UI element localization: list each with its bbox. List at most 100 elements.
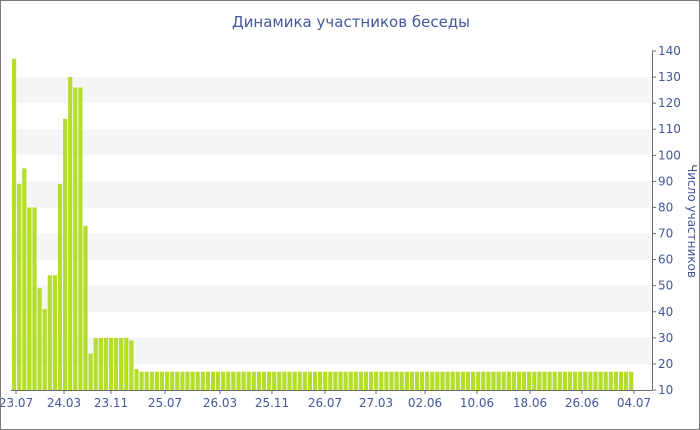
bar bbox=[629, 371, 634, 390]
bar bbox=[297, 371, 302, 390]
x-tick-label: 23.11 bbox=[94, 396, 128, 410]
bars bbox=[12, 58, 634, 391]
y-tick-label: 20 bbox=[658, 357, 673, 371]
bar bbox=[73, 87, 78, 390]
bar bbox=[267, 371, 272, 390]
grid-band bbox=[11, 77, 651, 104]
bar bbox=[190, 371, 195, 390]
y-tick-label: 30 bbox=[658, 331, 673, 345]
bar bbox=[445, 371, 450, 390]
x-tick-label: 26.07 bbox=[308, 396, 342, 410]
bar bbox=[369, 371, 374, 390]
bar bbox=[414, 371, 420, 390]
bar bbox=[154, 371, 159, 390]
bar bbox=[527, 371, 532, 390]
bar bbox=[210, 371, 216, 390]
y-tick-label: 130 bbox=[658, 70, 681, 84]
bar bbox=[343, 371, 348, 390]
bar bbox=[195, 371, 200, 390]
x-tick-label: 26.06 bbox=[565, 396, 599, 410]
bar bbox=[277, 371, 282, 390]
bar bbox=[460, 371, 465, 390]
bar bbox=[455, 371, 460, 390]
bar bbox=[552, 371, 557, 390]
y-tick-label: 110 bbox=[658, 122, 681, 136]
bar bbox=[450, 371, 455, 390]
bar bbox=[567, 371, 573, 390]
bar bbox=[618, 371, 624, 390]
bar bbox=[323, 371, 328, 390]
grid-band bbox=[11, 129, 651, 156]
y-tick-label: 70 bbox=[658, 227, 673, 241]
y-tick-label: 10 bbox=[658, 383, 673, 397]
bar bbox=[139, 371, 144, 390]
bar bbox=[78, 87, 83, 390]
bar bbox=[353, 371, 358, 390]
bar bbox=[185, 371, 190, 390]
bar bbox=[624, 371, 629, 390]
bar bbox=[108, 337, 114, 390]
x-tick-label: 04.07 bbox=[617, 396, 651, 410]
bar bbox=[588, 371, 593, 390]
bar bbox=[363, 371, 369, 390]
bar bbox=[374, 371, 379, 390]
bar bbox=[83, 225, 88, 390]
bar bbox=[200, 371, 205, 390]
bar bbox=[119, 337, 124, 390]
bar bbox=[501, 371, 506, 390]
bar bbox=[547, 371, 552, 390]
bar bbox=[98, 337, 103, 390]
x-tick-label: 26.03 bbox=[203, 396, 237, 410]
bar bbox=[481, 371, 486, 390]
bar bbox=[486, 371, 491, 390]
bar bbox=[256, 371, 261, 390]
bar bbox=[205, 371, 210, 390]
y-tick-label: 100 bbox=[658, 148, 681, 162]
bar bbox=[583, 371, 588, 390]
bar bbox=[516, 371, 522, 390]
bar bbox=[272, 371, 277, 390]
bar bbox=[430, 371, 435, 390]
bar bbox=[47, 275, 52, 390]
bar bbox=[603, 371, 608, 390]
bar bbox=[165, 371, 170, 390]
bar bbox=[282, 371, 287, 390]
x-tick-label: 18.06 bbox=[513, 396, 547, 410]
bar bbox=[338, 371, 343, 390]
bar bbox=[573, 371, 578, 390]
bar bbox=[511, 371, 516, 390]
bar bbox=[42, 309, 47, 390]
bar bbox=[236, 371, 241, 390]
bar bbox=[246, 371, 251, 390]
x-tick-label: 25.11 bbox=[255, 396, 289, 410]
bar bbox=[52, 275, 57, 390]
y-tick-label: 80 bbox=[658, 200, 673, 214]
y-axis-title: Число участников bbox=[685, 164, 699, 278]
bar bbox=[333, 371, 338, 390]
x-tick-label: 02.06 bbox=[408, 396, 442, 410]
x-tick-label: 24.03 bbox=[47, 396, 81, 410]
bar bbox=[542, 371, 547, 390]
bar bbox=[114, 337, 119, 390]
bar bbox=[251, 371, 256, 390]
bar bbox=[134, 369, 139, 390]
y-tick-label: 50 bbox=[658, 279, 673, 293]
bar bbox=[88, 353, 93, 390]
bar bbox=[159, 371, 165, 390]
bar bbox=[384, 371, 389, 390]
grid-band bbox=[11, 233, 651, 260]
bar bbox=[409, 371, 414, 390]
bar bbox=[379, 371, 384, 390]
axes: 10 20 30 40 50 60 70 80 90 100 110 120 130 140 23.07 24… bbox=[1, 44, 681, 410]
x-tick-label: 27.03 bbox=[359, 396, 393, 410]
bar bbox=[537, 371, 542, 390]
bar bbox=[216, 371, 221, 390]
bar bbox=[12, 58, 17, 390]
bar bbox=[27, 207, 32, 390]
bar bbox=[37, 288, 42, 390]
x-tick-label: 10.06 bbox=[460, 396, 494, 410]
bar bbox=[399, 371, 404, 390]
bar bbox=[22, 168, 27, 390]
